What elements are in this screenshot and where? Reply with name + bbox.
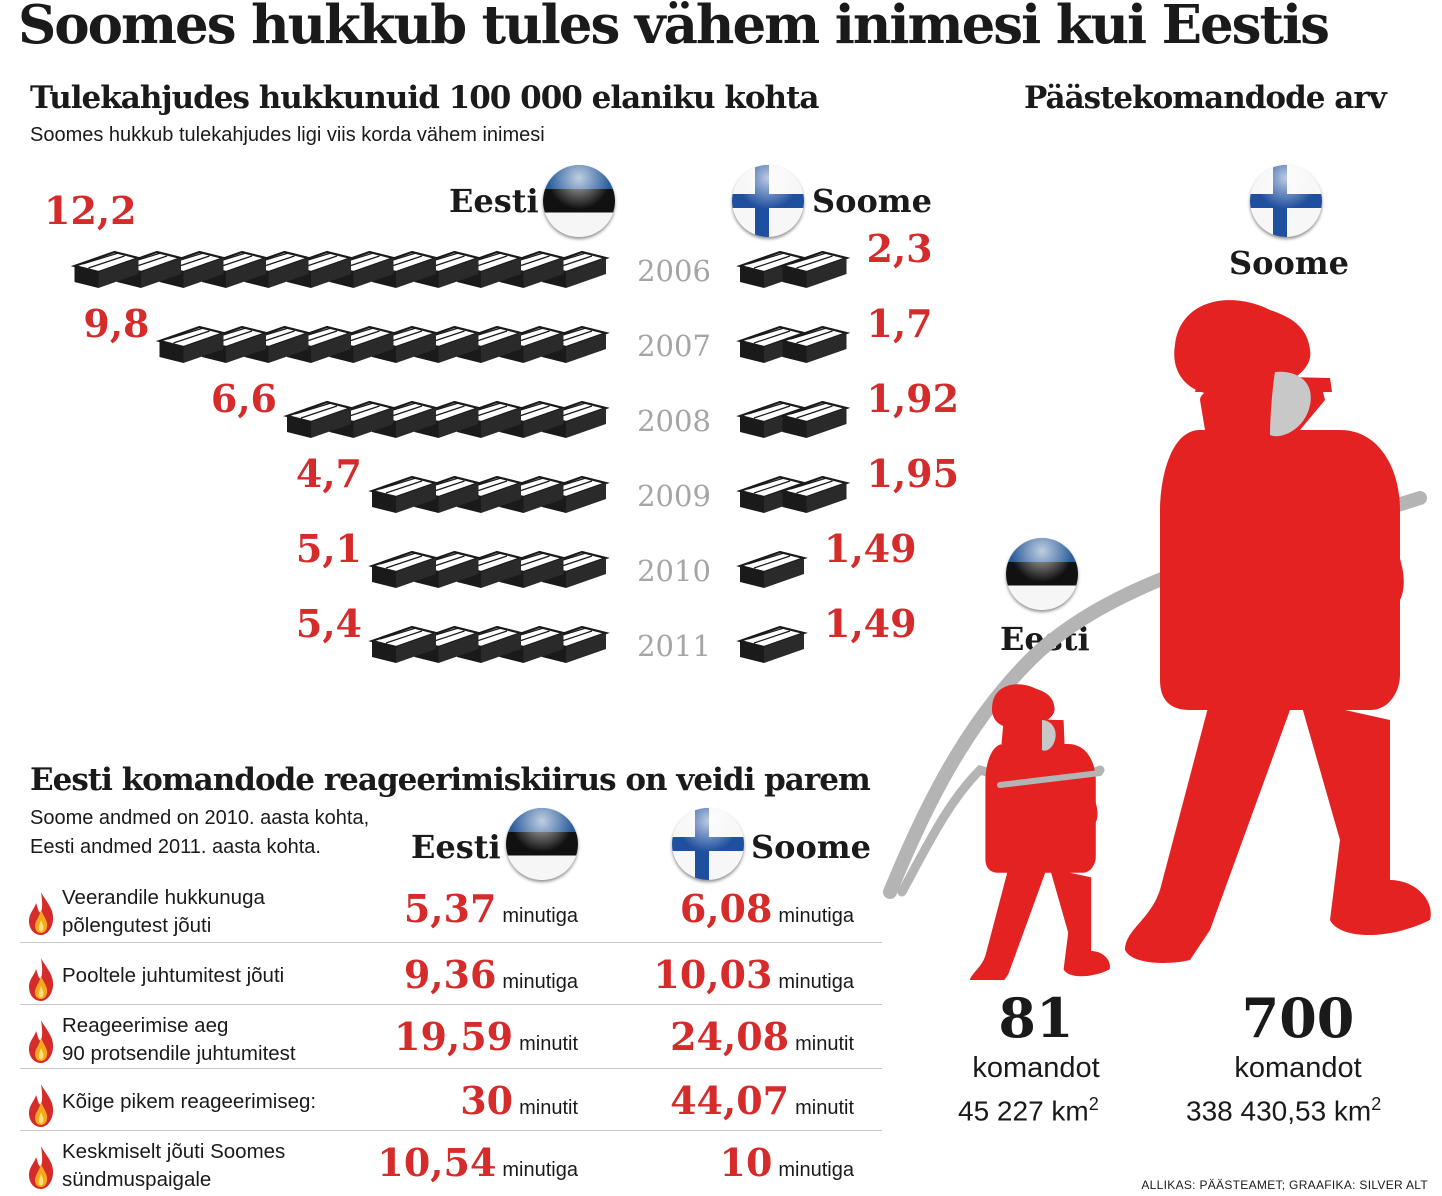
page-title: Soomes hukkub tules vähem inimesi kui Ee…: [18, 0, 1330, 56]
deaths-heading: Tulekahjudes hukkunuid 100 000 elaniku k…: [30, 80, 819, 116]
estonia-label: Eesti: [449, 182, 539, 220]
response-row-label: Pooltele juhtumitest jõuti: [62, 964, 285, 987]
estonia-value-label: 12,2: [44, 188, 137, 233]
flame-icon: [29, 958, 54, 1001]
flame-icon: [29, 1146, 54, 1189]
deaths-subheading: Soomes hukkub tulekahjudes ligi viis kor…: [30, 124, 545, 146]
stations-finland-label: Soome: [1229, 244, 1350, 282]
estonia-response-value: 9,36 minutiga: [403, 952, 578, 997]
firefighter-icon: [1125, 300, 1431, 963]
estonia-response-value: 19,59 minutit: [394, 1014, 578, 1059]
estonia-response-value: 10,54 minutiga: [377, 1140, 578, 1185]
finland-response-value: 24,08 minutit: [670, 1014, 854, 1059]
finland-flag-icon: [732, 165, 804, 237]
estonia-value-label: 5,4: [295, 601, 362, 646]
estonia-value-label: 5,1: [295, 526, 362, 571]
response-row-label: Reageerimise aeg 90 protsendile juhtumit…: [62, 1014, 296, 1065]
source-credit: ALLIKAS: PÄÄSTEAMET; GRAAFIKA: SILVER AL…: [1141, 1178, 1428, 1192]
firefighters-illustration: [883, 300, 1431, 980]
finland-label: Soome: [812, 182, 933, 220]
coffin-icon: [738, 625, 806, 665]
year-label: 2009: [637, 479, 711, 513]
finland-value-label: 1,49: [824, 601, 917, 646]
finland-response-value: 6,08 minutiga: [679, 886, 854, 931]
flame-icon: [29, 892, 54, 935]
response-finland-label: Soome: [751, 828, 872, 866]
finland-flag-icon: [672, 808, 744, 880]
response-row-label: Veerandile hukkunuga põlengutest jõuti: [62, 886, 265, 937]
finland-value-label: 1,7: [866, 301, 933, 346]
response-heading: Eesti komandode reageerimiskiirus on vei…: [30, 762, 871, 798]
response-row-label: Keskmiselt jõuti Soomes sündmuspaigale: [62, 1140, 286, 1191]
firefighter-icon: [969, 684, 1110, 980]
estonia-stations-count: 81: [998, 986, 1074, 1050]
row-divider: [20, 1004, 882, 1005]
finland-response-value: 10,03 minutiga: [653, 952, 854, 997]
row-divider: [20, 1068, 882, 1069]
estonia-response-value: 5,37 minutiga: [403, 886, 578, 931]
year-label: 2011: [637, 629, 711, 663]
finland-value-label: 2,3: [866, 226, 933, 271]
finland-area: 338 430,53 km2: [1186, 1094, 1382, 1127]
stations-heading: Päästekomandode arv: [1024, 80, 1387, 116]
response-estonia-label: Eesti: [411, 828, 501, 866]
estonia-stations-unit: komandot: [972, 1052, 1100, 1084]
year-label: 2007: [637, 329, 711, 363]
year-label: 2008: [637, 404, 711, 438]
estonia-flag-icon: [1006, 538, 1078, 610]
year-label: 2010: [637, 554, 711, 588]
finland-flag-icon: [1250, 165, 1322, 237]
year-label: 2006: [637, 254, 711, 288]
response-row-label: Kõige pikem reageerimiseg:: [62, 1090, 317, 1113]
finland-stations-unit: komandot: [1234, 1052, 1362, 1084]
estonia-flag-icon: [506, 808, 578, 880]
estonia-area: 45 227 km2: [958, 1094, 1099, 1127]
finland-value-label: 1,92: [866, 376, 960, 421]
estonia-value-label: 4,7: [295, 451, 362, 496]
finland-response-value: 10 minutiga: [719, 1140, 855, 1185]
finland-stations-count: 700: [1241, 986, 1355, 1050]
row-divider: [20, 942, 882, 943]
finland-value-label: 1,49: [824, 526, 917, 571]
flame-icon: [29, 1020, 54, 1063]
estonia-value-label: 9,8: [83, 301, 150, 346]
finland-response-value: 44,07 minutit: [670, 1078, 854, 1123]
coffin-icon: [738, 550, 806, 590]
estonia-value-label: 6,6: [210, 376, 277, 421]
row-divider: [20, 1130, 882, 1131]
finland-value-label: 1,95: [866, 451, 960, 496]
response-note: Soome andmed on 2010. aasta kohta, Eesti…: [30, 807, 370, 858]
estonia-response-value: 30 minutit: [460, 1078, 578, 1123]
flame-icon: [29, 1084, 54, 1127]
deaths-chart: [73, 250, 848, 665]
estonia-flag-icon: [543, 165, 615, 237]
